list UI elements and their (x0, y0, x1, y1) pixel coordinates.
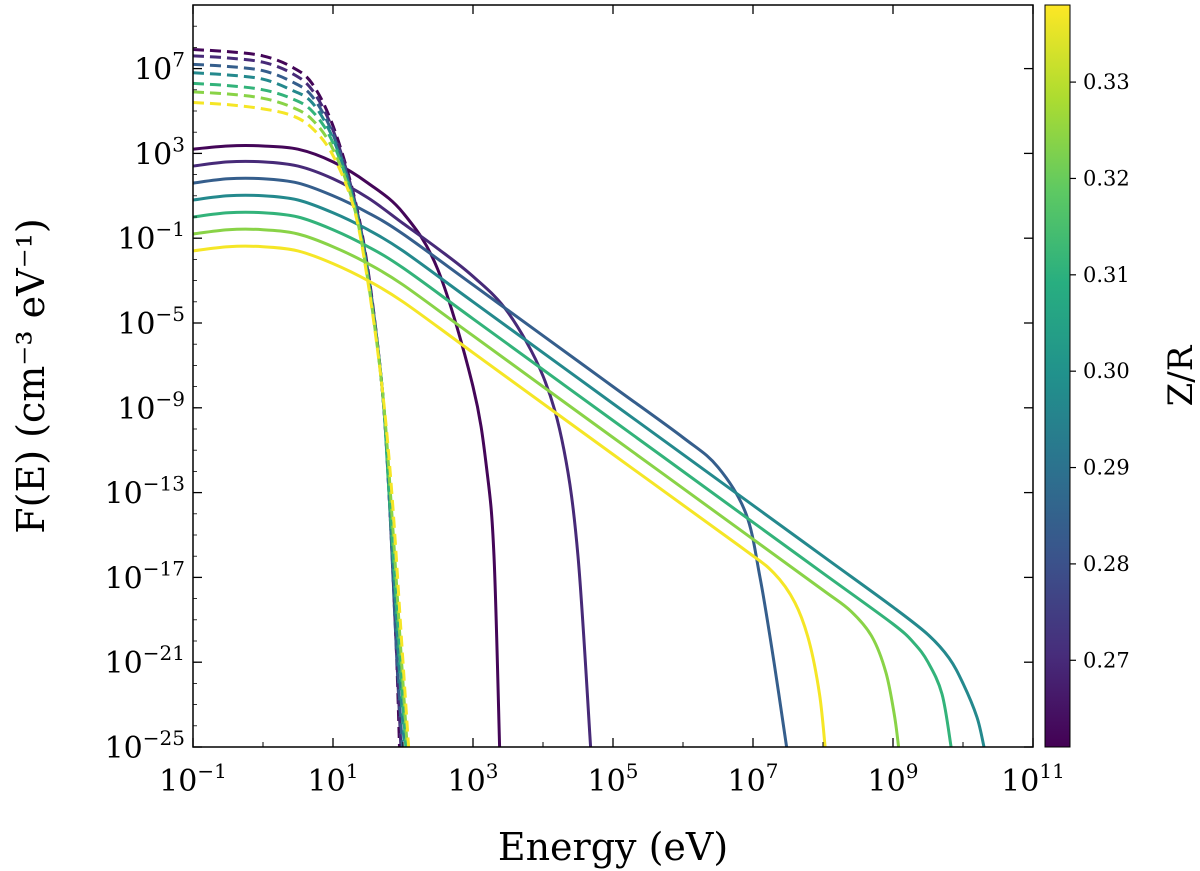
y-tick-label: 10−1 (117, 217, 185, 257)
series-line-9-solid (193, 210, 953, 747)
colorbar-tick-label: 0.28 (1083, 552, 1130, 576)
x-tick-label-exp: −1 (197, 759, 226, 783)
y-tick-label-exp: −17 (143, 556, 185, 580)
y-tick-label-exp: 3 (172, 132, 185, 156)
y-tick-label-base: 10 (134, 53, 172, 88)
series-line-2-dashed (193, 48, 401, 747)
y-tick-label-base: 10 (134, 137, 172, 172)
x-tick-label-exp: 1 (346, 759, 359, 783)
series-line-3-solid (193, 159, 593, 747)
y-tick-label: 10−5 (117, 302, 185, 342)
x-tick-label: 109 (868, 759, 919, 799)
y-tick-label-base: 10 (105, 477, 143, 512)
y-tick-label-base: 10 (117, 307, 155, 342)
x-tick-label-base: 10 (448, 764, 486, 799)
colorbar-tick-label: 0.32 (1083, 166, 1130, 190)
y-tick-label-exp: 7 (172, 48, 185, 72)
series-line-13-solid (193, 244, 827, 747)
colorbar-tick-label: 0.33 (1083, 70, 1130, 94)
y-tick-label: 107 (134, 48, 185, 88)
series-line-1-solid (193, 144, 502, 747)
y-tick-label-base: 10 (105, 731, 143, 766)
y-tick-label: 10−17 (105, 556, 185, 596)
y-tick-label-exp: −5 (156, 302, 185, 326)
x-tick-label: 101 (308, 759, 359, 799)
x-tick-label-base: 10 (308, 764, 346, 799)
series-line-4-dashed (193, 54, 403, 747)
y-tick-label-base: 10 (117, 222, 155, 257)
x-tick-label-base: 10 (1001, 764, 1039, 799)
y-tick-label-base: 10 (105, 561, 143, 596)
x-tick-label-exp: 3 (486, 759, 499, 783)
x-tick-label-base: 10 (868, 764, 906, 799)
x-tick-label-base: 10 (588, 764, 626, 799)
colorbar-tick-label: 0.29 (1083, 456, 1130, 480)
colorbar-tick-label: 0.30 (1083, 359, 1130, 383)
y-tick-label-base: 10 (117, 392, 155, 427)
x-tick-label: 107 (728, 759, 779, 799)
y-tick-label: 10−25 (105, 726, 185, 766)
x-tick-label: 103 (448, 759, 499, 799)
y-tick-label-exp: −9 (156, 387, 185, 411)
x-tick-label: 1011 (1001, 759, 1065, 799)
series-line-12-dashed (193, 90, 409, 747)
series-line-8-dashed (193, 71, 406, 747)
x-tick-label: 105 (588, 759, 639, 799)
colorbar-tick-label: 0.31 (1083, 263, 1130, 287)
colorbar-ticks: 0.27 0.28 0.29 0.30 0.31 0.32 0.33 (1070, 70, 1130, 672)
colorbar (1044, 4, 1071, 748)
y-tick-label-exp: −13 (143, 472, 185, 496)
x-axis-title: Energy (eV) (498, 825, 728, 869)
y-tick-label-exp: −1 (156, 217, 185, 241)
series-line-11-solid (193, 227, 901, 747)
colorbar-title: Z/R (1161, 344, 1200, 406)
x-tick-label-exp: 5 (626, 759, 639, 783)
x-tick-label-exp: 7 (766, 759, 779, 783)
y-tick-label: 10−9 (117, 387, 185, 427)
y-tick-label: 103 (134, 132, 185, 172)
series-line-14-dashed (193, 101, 411, 747)
x-axis: 10−1 101 103 105 107 109 1011 (159, 5, 1065, 799)
x-tick-label-exp: 9 (906, 759, 919, 783)
x-tick-label-base: 10 (159, 764, 197, 799)
y-tick-label: 10−21 (105, 641, 185, 681)
series-line-5-solid (193, 176, 789, 747)
x-tick-label: 10−1 (159, 759, 227, 799)
x-tick-label-base: 10 (728, 764, 766, 799)
y-axis-title: F(E) (cm⁻³ eV⁻¹) (9, 218, 53, 533)
y-tick-label-base: 10 (105, 646, 143, 681)
y-tick-label: 10−13 (105, 472, 185, 512)
y-tick-label-exp: −25 (143, 726, 185, 750)
series-line-7-solid (193, 193, 986, 747)
colorbar-tick-label: 0.27 (1083, 648, 1130, 672)
series-layer (193, 48, 986, 747)
y-tick-label-exp: −21 (143, 641, 185, 665)
x-tick-label-exp: 11 (1039, 759, 1064, 783)
